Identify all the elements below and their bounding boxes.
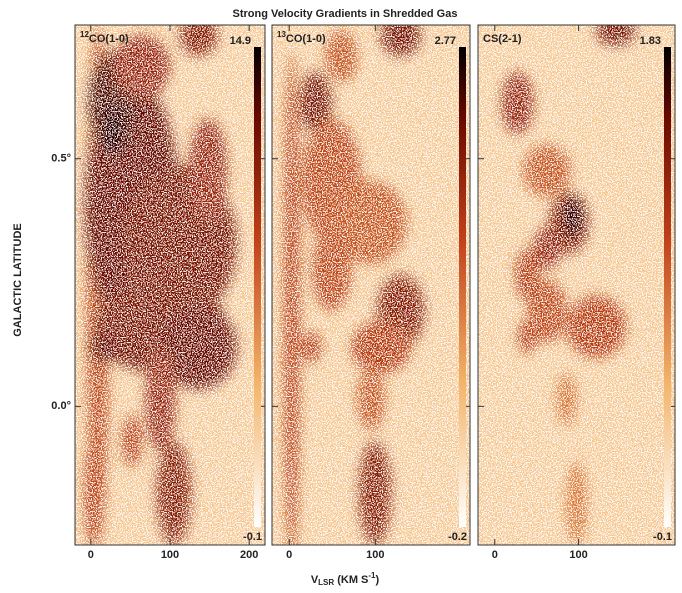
colorbar: [459, 47, 466, 527]
panel: 0 100 CS(2-1) 1.83 -0.1: [477, 24, 676, 561]
noise: [478, 25, 675, 545]
noise: [75, 25, 265, 545]
x-tick-label: 0: [88, 549, 94, 561]
x-tick-label: 100: [366, 549, 384, 561]
colorbar-min: -0.1: [653, 531, 672, 543]
colorbar-min: -0.1: [243, 531, 262, 543]
frame: [271, 24, 471, 546]
panel: 0 100 13CO(1-0) 2.77 -0.2: [271, 24, 471, 561]
heatmap: [75, 25, 265, 545]
heatmap: [478, 25, 675, 545]
colorbar: [254, 47, 261, 527]
colorbar-max: 2.77: [435, 35, 456, 47]
frame: [477, 24, 676, 546]
y-tick-label: 0.5°: [51, 153, 71, 165]
x-axis-label: VLSR (KM S-1): [311, 571, 380, 587]
noise: [272, 25, 470, 545]
colorbar-min: -0.2: [448, 531, 467, 543]
panel-label: 13CO(1-0): [277, 30, 326, 45]
x-tick-label: 100: [161, 549, 179, 561]
y-axis-label: GALACTIC LATITUDE: [12, 223, 24, 336]
panel-label: 12CO(1-0): [80, 30, 129, 45]
y-tick-label: 0.0°: [51, 400, 71, 412]
panel: 0 100 200 0.5° 0.0° 12CO(1-0) 14.9 -0.1: [51, 24, 266, 561]
colorbar-max: 14.9: [230, 35, 251, 47]
heatmap: [272, 25, 470, 545]
x-tick-label: 0: [492, 549, 498, 561]
panel-label: CS(2-1): [483, 33, 522, 45]
x-tick-label: 0: [286, 549, 292, 561]
x-tick-label: 200: [240, 549, 258, 561]
title: Strong Velocity Gradients in Shredded Ga…: [233, 8, 458, 20]
panel-label-part: 12: [80, 30, 89, 39]
panel-label-part: CS(2-1): [483, 33, 522, 45]
x-tick-label: 100: [569, 549, 587, 561]
panel-label-part: 13: [277, 30, 286, 39]
panel-label-part: CO(1-0): [89, 33, 129, 45]
panel-label-part: CO(1-0): [286, 33, 326, 45]
colorbar: [664, 47, 671, 527]
colorbar-max: 1.83: [640, 35, 661, 47]
